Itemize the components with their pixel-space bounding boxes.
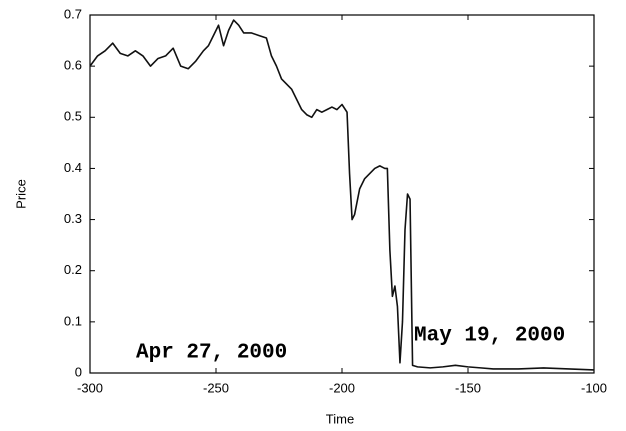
y-tick-label: 0.3 xyxy=(64,211,82,226)
y-tick-label: 0.7 xyxy=(64,6,82,21)
plot-frame xyxy=(89,14,595,374)
y-axis-label: Price xyxy=(13,179,28,209)
x-tick-label: -250 xyxy=(203,380,229,395)
x-tick-label: -300 xyxy=(77,380,103,395)
x-tick-label: -100 xyxy=(581,380,607,395)
x-axis-label: Time xyxy=(326,411,354,426)
x-tick-label: -150 xyxy=(455,380,481,395)
y-tick-label: 0.6 xyxy=(64,58,82,73)
annotation: May 19, 2000 xyxy=(414,325,565,348)
price-line xyxy=(89,19,595,371)
annotation: Apr 27, 2000 xyxy=(136,342,287,365)
y-tick-label: 0 xyxy=(75,364,82,379)
x-tick-label: -200 xyxy=(329,380,355,395)
y-tick-label: 0.2 xyxy=(64,262,82,277)
y-tick-label: 0.5 xyxy=(64,109,82,124)
y-tick-label: 0.4 xyxy=(64,160,82,175)
y-tick-label: 0.1 xyxy=(64,313,82,328)
